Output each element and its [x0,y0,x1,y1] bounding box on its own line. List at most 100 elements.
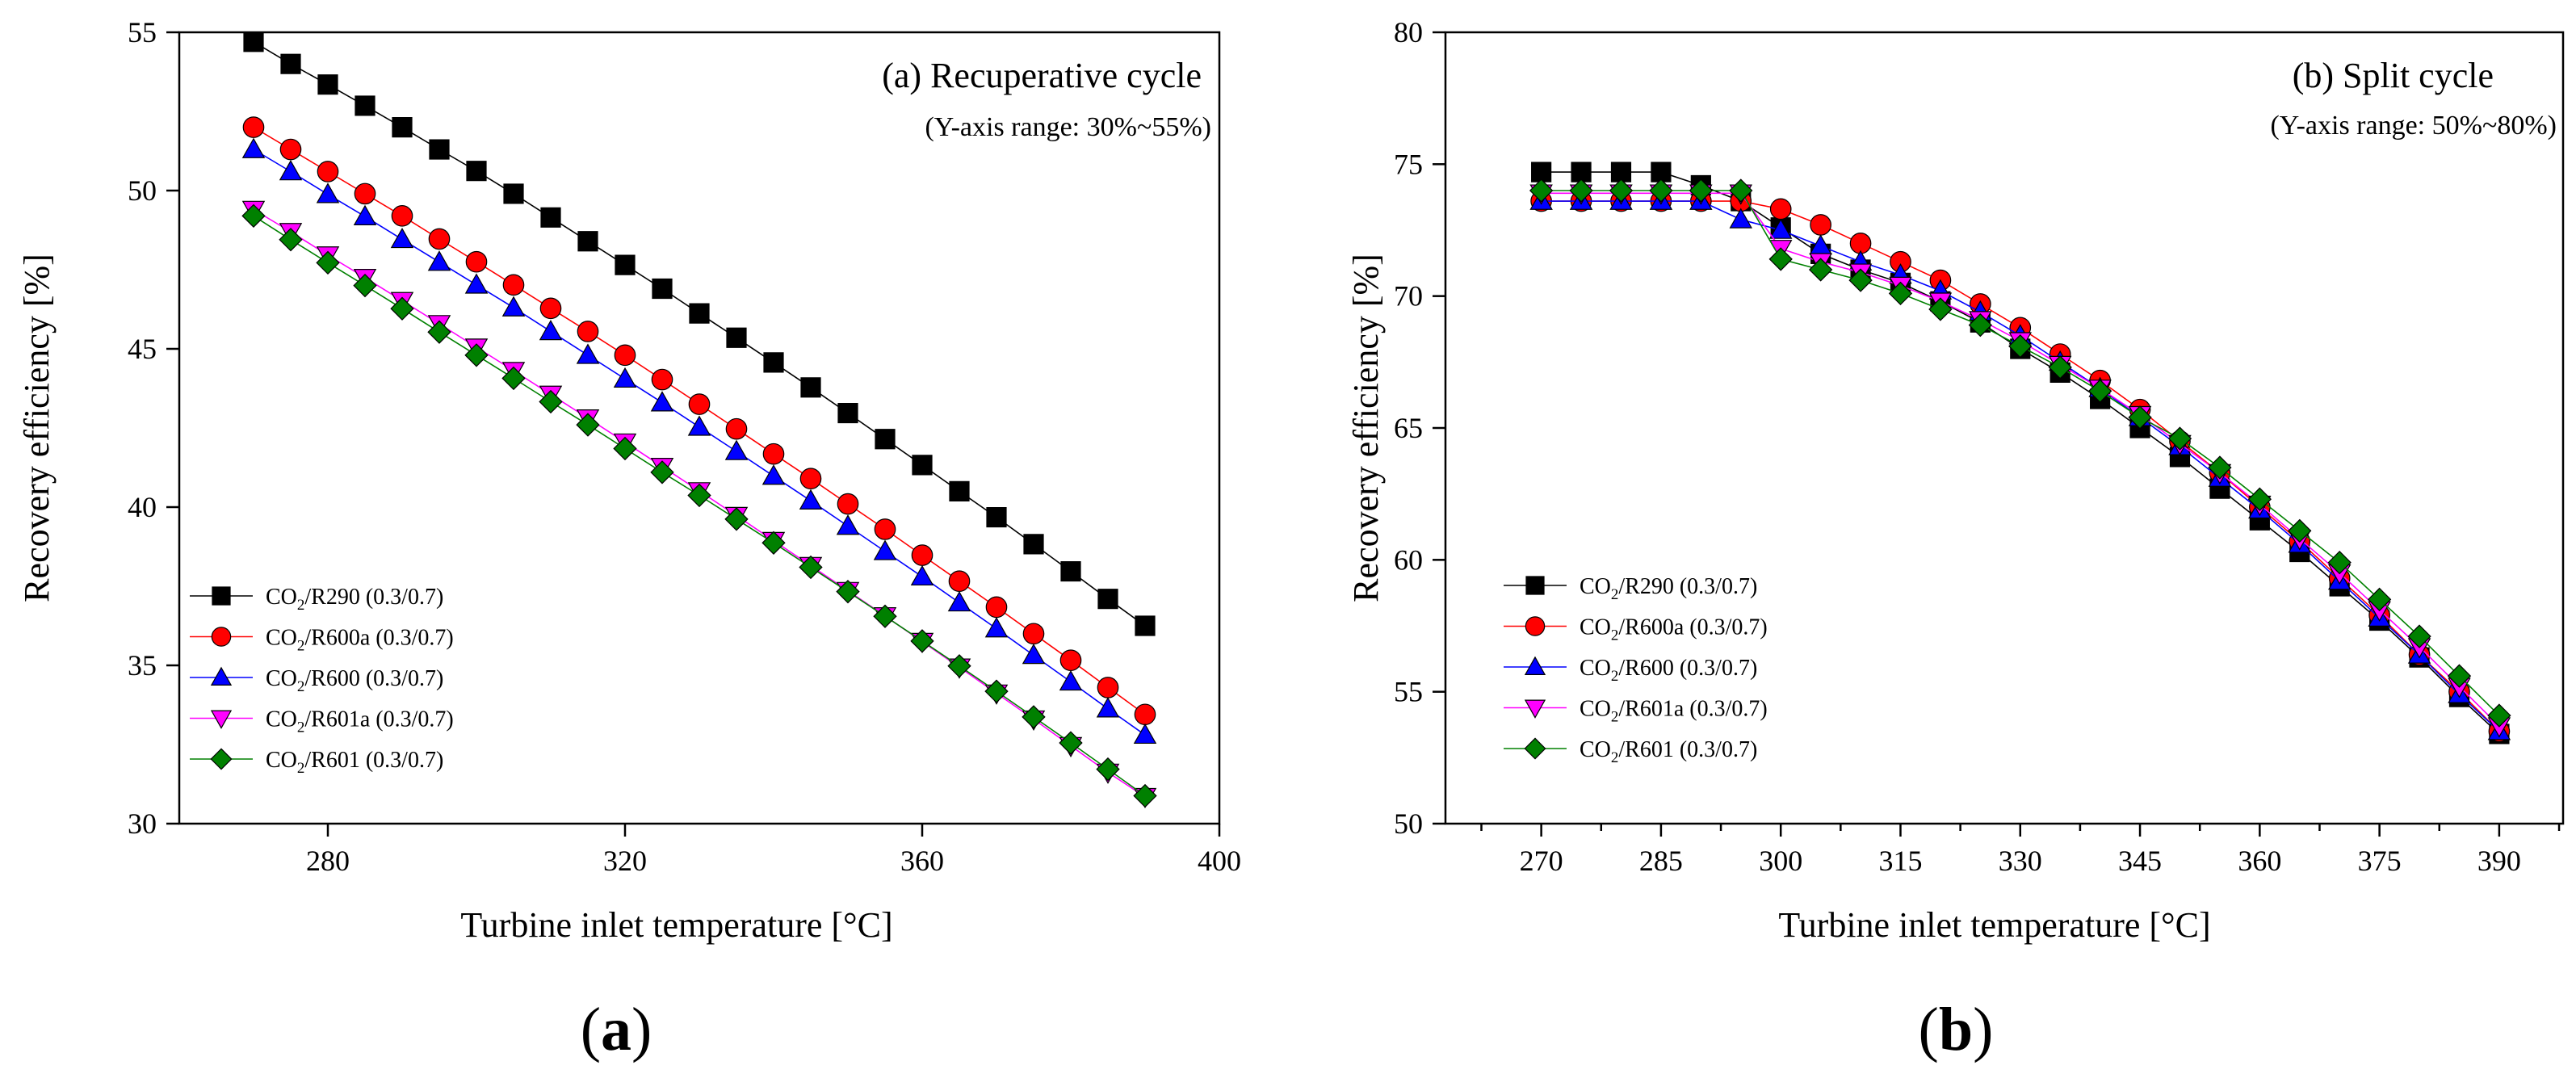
data-point [689,303,710,324]
legend-marker [210,710,233,729]
data-point [1096,757,1120,782]
legend-label: CO2/R600 (0.3/0.7) [1580,656,1757,685]
data-point [1649,178,1673,203]
data-point [2367,587,2392,611]
legend-item: CO2/R601a (0.3/0.7) [190,707,454,736]
x-tick-label: 315 [1878,845,1922,877]
panel-b-legend: CO2/R290 (0.3/0.7) CO2/R600a (0.3/0.7) CO2… [1504,574,1768,766]
panel-a-legend: CO2/R290 (0.3/0.7) CO2/R600a (0.3/0.7) CO2… [190,585,454,777]
panel-a-letter-value: a [601,996,631,1063]
data-point [2208,455,2232,480]
y-tick-label: 30 [128,807,157,840]
x-tick-label: 320 [603,845,647,877]
legend-marker [210,666,233,686]
legend-marker [1524,656,1546,675]
data-point [576,343,600,364]
legend-item: CO2/R290 (0.3/0.7) [1504,574,1757,603]
data-point [724,439,749,460]
x-tick-label: 330 [1999,845,2042,877]
data-point [1133,783,1157,808]
data-point [279,138,302,161]
data-point [761,464,786,485]
data-point [761,531,786,555]
data-point [687,483,711,508]
data-point [355,95,375,116]
y-tick-label: 60 [1394,543,1423,576]
data-point [1022,705,1046,729]
panel-b-y-axis-label: Recovery efficiency [%] [1346,254,1386,602]
data-point [577,321,599,342]
legend-item: CO2/R601a (0.3/0.7) [1504,697,1768,726]
x-tick-label: 280 [306,845,350,877]
panel-b-title: (b) Split cycle [2293,56,2494,95]
y-tick-label: 70 [1394,280,1423,312]
data-point [1609,178,1634,203]
series-line [1541,200,2500,732]
panel-a-plot-frame [178,31,1221,825]
legend-marker [1525,576,1545,595]
data-point [429,139,450,160]
panel-a-chart: 280 320 360 400 30 35 40 45 50 55 CO2/R290 (0.3/0… [17,16,1241,1063]
legend-label: CO2/R290 (0.3/0.7) [266,585,443,614]
data-point [2288,518,2312,543]
data-point [1769,198,1792,220]
data-point [613,436,637,461]
legend-label: CO2/R601a (0.3/0.7) [1580,697,1768,726]
data-point [650,391,674,412]
data-point [910,564,934,586]
data-point [651,368,673,391]
data-point [1531,161,1552,182]
legend-item: CO2/R600a (0.3/0.7) [1504,615,1768,644]
y-tick-label: 45 [128,333,157,365]
x-tick-label: 270 [1520,845,1563,877]
legend-label: CO2/R290 (0.3/0.7) [1580,574,1757,603]
data-point [836,580,860,604]
series-r601 [1529,178,2511,728]
data-point [688,393,711,415]
data-point [1096,697,1120,718]
legend-marker [210,748,233,770]
data-point [428,228,451,250]
data-point [1059,669,1083,691]
data-point [947,590,971,612]
data-point [2327,550,2352,575]
data-point [874,518,896,540]
data-point [241,203,266,229]
data-point [242,116,265,138]
data-point [317,161,339,182]
panel-a-subtitle: (Y-axis range: 30%~55%) [925,112,1211,142]
panel-b-plot-frame [1444,31,2565,825]
data-point [280,53,301,74]
panel-a-title: (a) Recuperative cycle [882,56,1202,95]
panel-a-ticks: 280 320 360 400 30 35 40 45 50 55 [128,16,1241,877]
data-point [1133,723,1157,745]
data-point [2247,487,2272,511]
data-point [2167,426,2192,451]
data-point [799,555,823,580]
x-tick-label: 345 [2118,845,2162,877]
data-point [501,296,526,317]
data-point [1529,178,1554,203]
data-point [614,344,636,367]
data-point [799,489,823,510]
data-point [652,278,673,300]
data-point [1610,161,1632,182]
data-point [279,160,303,181]
panel-b-chart: 270 285 300 315 330 345 360 375 390 50 55 60 65 70 75 8… [1346,16,2565,1063]
panel-b-letter: (b) [1919,996,1994,1063]
data-point [2008,334,2033,359]
data-point [984,617,1009,638]
data-point [354,182,376,205]
data-point [577,231,598,252]
series-line [1541,171,2500,735]
panel-a-series [241,31,1157,809]
data-point [501,366,526,391]
data-point [353,204,377,225]
data-point [316,182,340,203]
data-point [353,273,377,298]
data-point [799,468,822,490]
series-r600a [242,116,1156,726]
data-point [1768,247,1793,271]
data-point [503,183,524,204]
legend-label: CO2/R600a (0.3/0.7) [266,626,454,655]
